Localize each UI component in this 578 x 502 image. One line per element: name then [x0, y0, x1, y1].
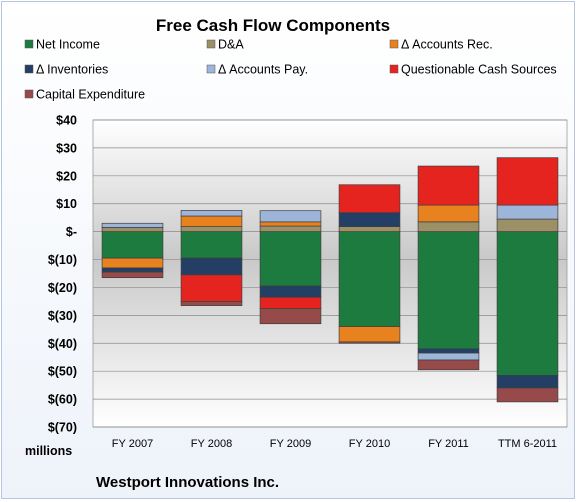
bars [101, 157, 559, 403]
legend-label: D&A [218, 38, 244, 52]
legend-item-accounts-rec: Δ Accounts Rec. [389, 38, 493, 52]
x-tick-label: FY 2008 [191, 438, 232, 450]
x-tick-label: FY 2007 [112, 438, 153, 450]
y-tick-label: $30 [56, 141, 77, 155]
x-tick-label: TTM 6-2011 [498, 438, 557, 450]
legend-swatch [24, 89, 34, 99]
legend-label: Δ Accounts Rec. [401, 38, 493, 52]
legend-item-net-income: Net Income [24, 38, 100, 52]
units-label: millions [25, 444, 72, 458]
bar-segment-accounts-pay [496, 204, 559, 220]
bar-segment-accounts-rec [417, 204, 480, 223]
legend: Net Income D&A Δ Accounts Rec. Δ Inventorie… [24, 38, 557, 102]
y-tick-label: $- [66, 225, 77, 239]
y-tick-label: $(60) [48, 393, 77, 407]
bar-segment-d-a [259, 225, 322, 232]
bar-segment-d-a [338, 226, 401, 232]
bar-segment-questionable-cash-sources [496, 157, 559, 206]
bar-segment-d-a [180, 226, 243, 232]
bar-segment-capital-expenditure [496, 387, 559, 403]
bar-segment-questionable-cash-sources [259, 296, 322, 309]
bar-segment-net-income [101, 231, 164, 259]
y-tick-label: $(40) [48, 337, 77, 351]
bar-segment-accounts-pay [101, 222, 164, 228]
bar-segment-inventories [180, 257, 243, 276]
bar-segment-inventories [259, 285, 322, 298]
bar-segment-net-income [417, 231, 480, 350]
bar-segment-accounts-rec [180, 215, 243, 227]
legend-swatch [389, 39, 399, 49]
x-tick-label: FY 2010 [349, 438, 390, 450]
bar-segment-capital-expenditure [101, 271, 164, 279]
bar-segment-accounts-pay [180, 210, 243, 217]
bar-segment-inventories [496, 375, 559, 389]
y-tick-label: $10 [56, 197, 77, 211]
y-tick-label: $40 [56, 114, 77, 128]
legend-label: Δ Accounts Pay. [218, 63, 308, 77]
legend-swatch [24, 39, 34, 49]
bar-segment-net-income [496, 231, 559, 376]
legend-item-d-a: D&A [206, 38, 244, 52]
gridlines [93, 119, 567, 428]
legend-item-questionable-cash-sources: Questionable Cash Sources [389, 63, 557, 77]
bar-segment-net-income [180, 231, 243, 259]
bar-segment-accounts-pay [259, 210, 322, 223]
bar-segment-capital-expenditure [417, 359, 480, 371]
bar-segment-accounts-rec [338, 326, 401, 343]
legend-swatch [24, 64, 34, 74]
bar-segment-questionable-cash-sources [338, 184, 401, 214]
y-tick-label: $20 [56, 169, 77, 183]
y-tick-label: $(30) [48, 309, 77, 323]
y-axis: $40 $30 $20 $10 $- $(10) $(20) $(30) $(40) $(50) $… [48, 114, 77, 435]
bar-segment-capital-expenditure [180, 301, 243, 306]
legend-item-inventories: Δ Inventories [24, 63, 108, 77]
bar-segment-d-a [496, 218, 559, 232]
x-tick-label: FY 2011 [428, 438, 469, 450]
bar-segment-capital-expenditure [259, 308, 322, 325]
x-tick-label: FY 2009 [270, 438, 311, 450]
bar-segment-d-a [101, 227, 164, 232]
bar-segment-net-income [259, 231, 322, 287]
legend-label: Net Income [36, 38, 100, 52]
legend-swatch [206, 64, 216, 74]
bar-segment-capital-expenditure [338, 341, 401, 344]
y-tick-label: $(70) [48, 421, 77, 435]
y-tick-label: $(20) [48, 281, 77, 295]
bar-segment-inventories [101, 267, 164, 273]
legend-label: Capital Expenditure [36, 88, 145, 102]
legend-swatch [206, 39, 216, 49]
y-tick-label: $(50) [48, 365, 77, 379]
bar-segment-inventories [338, 212, 401, 227]
bar-segment-net-income [338, 231, 401, 327]
x-axis: FY 2007 FY 2008 FY 2009 FY 2010 FY 2011 TTM 6… [112, 438, 557, 450]
legend-item-accounts-pay: Δ Accounts Pay. [206, 63, 308, 77]
bar-segment-questionable-cash-sources [180, 274, 243, 302]
y-tick-label: $(10) [48, 253, 77, 267]
bar-segment-d-a [417, 221, 480, 232]
legend-label: Questionable Cash Sources [401, 63, 557, 77]
legend-swatch [389, 64, 399, 74]
plot-area [92, 119, 568, 428]
company-name: Westport Innovations Inc. [96, 474, 279, 491]
legend-label: Δ Inventories [36, 63, 108, 77]
bar-segment-accounts-rec [259, 221, 322, 227]
chart-title: Free Cash Flow Components [156, 16, 390, 35]
bar-segment-questionable-cash-sources [417, 165, 480, 206]
bar-segment-inventories [417, 348, 480, 354]
legend-item-capital-expenditure: Capital Expenditure [24, 88, 145, 102]
bar-segment-accounts-pay [417, 352, 480, 361]
bar-segment-accounts-rec [101, 257, 164, 269]
